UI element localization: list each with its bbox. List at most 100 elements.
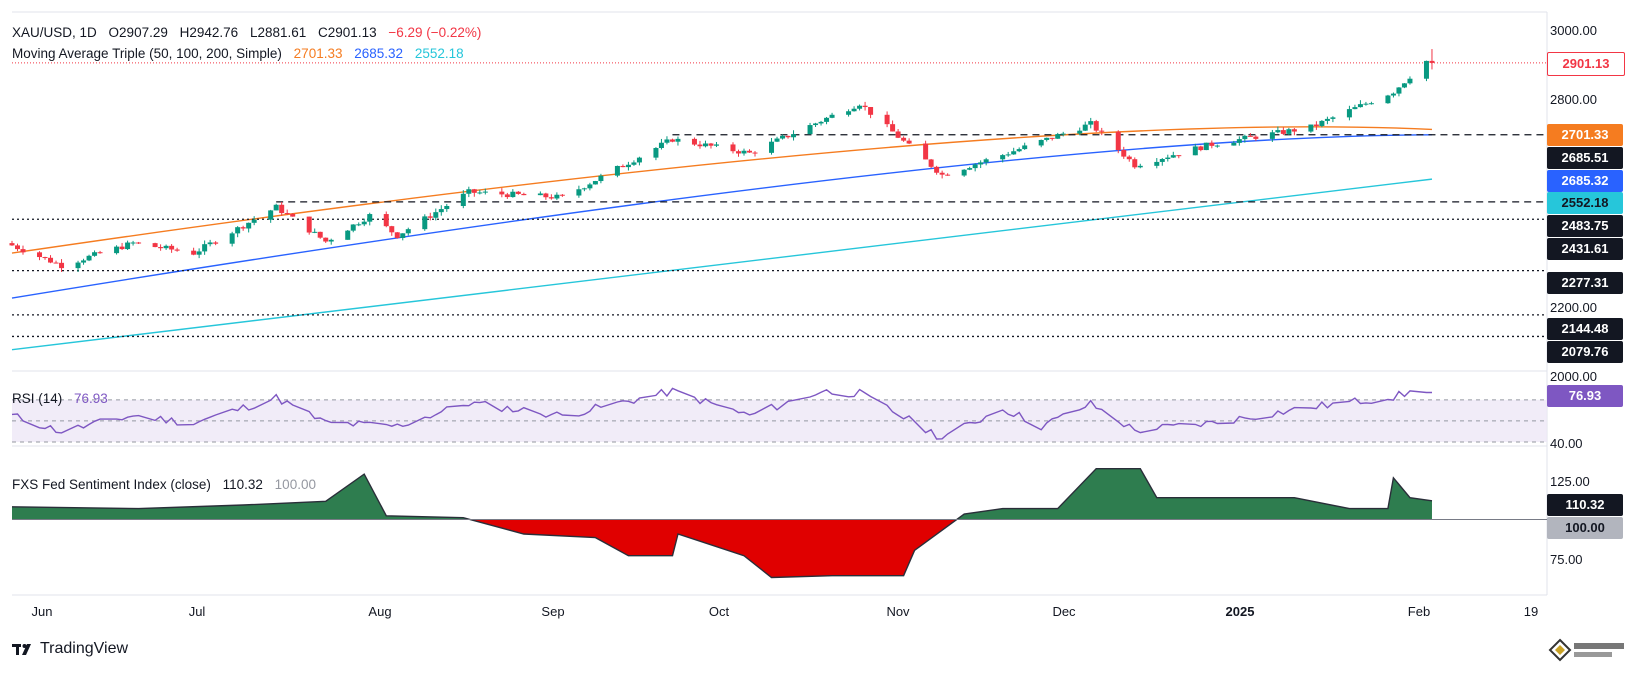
candle-down — [174, 249, 180, 251]
candle-down — [862, 105, 868, 108]
candle-down — [383, 214, 389, 227]
fxs-baseline-box: 100.00 — [1547, 517, 1623, 539]
candle-down — [471, 189, 477, 193]
candle-down — [1280, 130, 1286, 134]
candle-down — [1126, 156, 1132, 160]
ma-line-ma100 — [11, 134, 1432, 299]
candle-up — [1000, 155, 1006, 160]
candle-down — [735, 151, 741, 154]
candle-up — [229, 233, 235, 244]
price-axis-tick: 2200.00 — [1550, 300, 1597, 315]
candle-down — [1313, 124, 1319, 126]
candle-up — [345, 230, 351, 240]
candle-down — [136, 242, 142, 244]
candle-up — [846, 111, 852, 115]
candle-down — [499, 191, 505, 195]
candle-down — [169, 245, 175, 250]
horizontal-levels-group — [12, 62, 1547, 338]
candle-down — [317, 231, 323, 238]
rsi-value-box: 76.93 — [1547, 385, 1623, 407]
candle-up — [1170, 155, 1176, 158]
high-value: H2942.76 — [179, 25, 239, 40]
candle-up — [1346, 109, 1352, 118]
rsi-indicator-label[interactable]: RSI (14) — [12, 391, 63, 406]
candle-up — [1275, 130, 1281, 133]
candle-up — [466, 189, 472, 194]
candle-up — [1203, 142, 1209, 151]
candle-up — [614, 165, 620, 176]
watermark-icon — [1548, 638, 1624, 662]
candle-down — [37, 252, 43, 258]
candle-down — [708, 143, 714, 146]
candle-up — [1137, 165, 1143, 168]
candle-down — [1132, 159, 1138, 168]
candle-up — [1214, 145, 1220, 147]
candle-down — [559, 194, 565, 196]
candle-up — [356, 224, 362, 226]
x-tick: Oct — [708, 604, 730, 619]
tradingview-logo-icon — [12, 644, 31, 655]
x-tick: Aug — [368, 604, 392, 619]
candle-down — [15, 245, 21, 250]
candle-up — [1401, 83, 1407, 88]
candle-down — [213, 242, 219, 244]
candle-up — [433, 212, 439, 218]
candle-down — [240, 227, 246, 229]
candlesticks-group — [9, 49, 1435, 273]
candle-up — [741, 150, 747, 154]
fxs-indicator-label[interactable]: FXS Fed Sentiment Index (close) — [12, 477, 211, 492]
candle-down — [279, 204, 285, 214]
candle-up — [81, 260, 87, 263]
candle-up — [807, 125, 813, 135]
candle-down — [306, 216, 312, 233]
candle-up — [774, 138, 780, 142]
candle-up — [1055, 134, 1061, 139]
brand-name[interactable]: TradingView — [40, 640, 129, 657]
candle-up — [1154, 161, 1160, 166]
price-box-ma100: 2685.32 — [1547, 170, 1623, 192]
candle-up — [477, 192, 483, 194]
watermark-logo — [1548, 638, 1628, 665]
candle-up — [460, 193, 466, 206]
candle-up — [163, 245, 169, 249]
candle-down — [1247, 135, 1253, 137]
candle-down — [548, 197, 554, 199]
rsi-axis-tick: 40.00 — [1550, 436, 1583, 451]
candle-up — [482, 191, 488, 193]
candle-down — [42, 257, 48, 259]
candle-down — [394, 232, 400, 238]
rsi-legend: RSI (14) 76.93 — [12, 391, 116, 406]
candle-up — [813, 123, 819, 126]
open-value: O2907.29 — [108, 25, 168, 40]
fxs-axis-tick: 75.00 — [1550, 552, 1583, 567]
candle-up — [857, 105, 863, 109]
candle-down — [1176, 155, 1182, 157]
candle-down — [691, 138, 697, 145]
candle-up — [824, 117, 830, 122]
candle-down — [1121, 150, 1127, 157]
candle-up — [1011, 151, 1017, 155]
candle-up — [1236, 139, 1242, 143]
candle-up — [972, 164, 978, 169]
candle-up — [1077, 130, 1083, 134]
candle-down — [1099, 130, 1105, 132]
candle-up — [130, 242, 136, 244]
ma-indicator-label[interactable]: Moving Average Triple (50, 100, 200, Sim… — [12, 46, 282, 61]
fxs-negative-area — [12, 519, 1432, 578]
candle-up — [1363, 103, 1369, 105]
price-axis-tick: 3000.00 — [1550, 23, 1597, 38]
candle-up — [625, 164, 631, 168]
candle-down — [1198, 146, 1204, 151]
candle-up — [422, 216, 428, 230]
candle-down — [1291, 129, 1297, 132]
candle-down — [152, 243, 158, 248]
price-box-level: 2144.48 — [1547, 318, 1623, 340]
candle-up — [818, 121, 824, 124]
candle-up — [367, 214, 373, 222]
candle-up — [246, 222, 252, 229]
candle-up — [1357, 104, 1363, 108]
candle-up — [537, 193, 543, 196]
candle-up — [592, 181, 598, 185]
symbol-label[interactable]: XAU/USD, 1D — [12, 25, 97, 40]
